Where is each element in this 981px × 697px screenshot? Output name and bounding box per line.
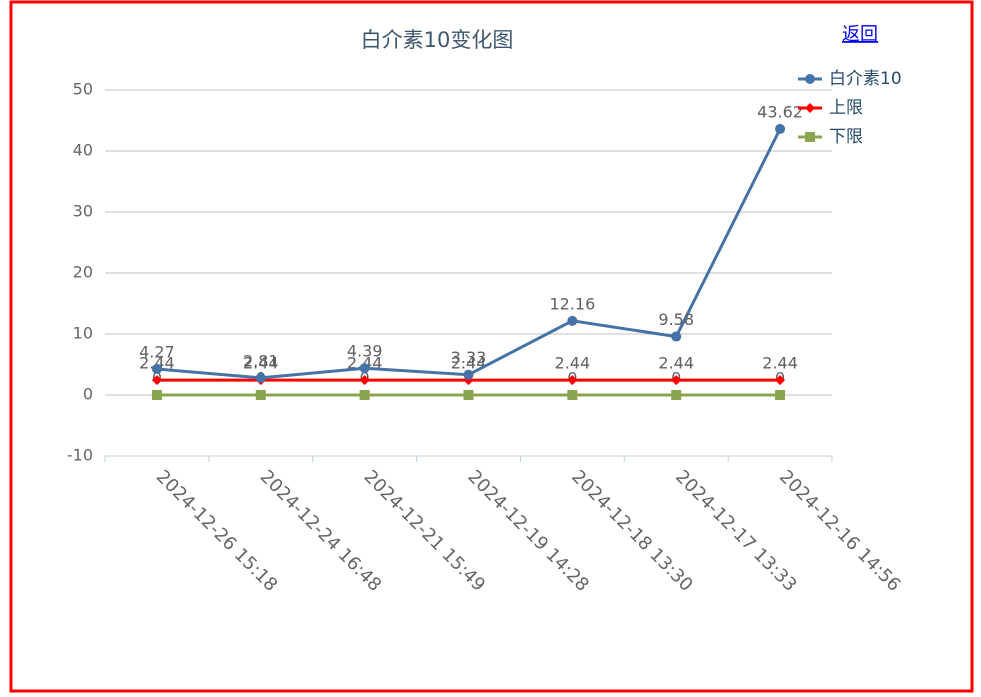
data-label: 2.44 xyxy=(658,354,694,373)
y-tick-label: 20 xyxy=(73,263,93,282)
point xyxy=(671,331,682,342)
y-tick-label: 50 xyxy=(73,80,93,99)
data-label: 2.44 xyxy=(139,354,175,373)
data-label: 3.33 xyxy=(451,348,487,367)
point xyxy=(255,390,266,400)
data-label: 2.44 xyxy=(555,354,591,373)
y-tick-label: 10 xyxy=(73,324,93,343)
point xyxy=(463,390,474,400)
data-label: 2.44 xyxy=(451,354,487,373)
point xyxy=(775,390,786,400)
data-label: 2.81 xyxy=(243,351,279,370)
data-label: 4.39 xyxy=(347,342,383,361)
legend-label[interactable]: 上限 xyxy=(829,98,863,118)
point xyxy=(805,103,815,113)
point xyxy=(359,375,370,386)
point xyxy=(151,390,162,400)
legend-label[interactable]: 白介素10 xyxy=(829,69,902,89)
data-label: 2.44 xyxy=(762,354,798,373)
point xyxy=(775,375,786,386)
chart-title: 白介素10变化图 xyxy=(361,28,514,52)
data-label: 43.62 xyxy=(757,102,803,121)
point xyxy=(671,375,682,386)
point xyxy=(567,375,578,386)
data-label: 9.58 xyxy=(658,310,694,329)
data-label: 4.27 xyxy=(139,342,175,361)
point xyxy=(805,132,815,142)
y-tick-label: -10 xyxy=(67,446,93,465)
frame-border xyxy=(9,0,974,693)
data-label: 12.16 xyxy=(549,294,595,313)
point xyxy=(567,390,578,400)
point xyxy=(151,363,162,374)
back-link[interactable]: 返回 xyxy=(842,24,878,45)
legend-label[interactable]: 下限 xyxy=(829,127,863,147)
y-tick-label: 0 xyxy=(83,385,93,404)
point xyxy=(463,369,474,380)
point xyxy=(775,123,786,134)
y-tick-label: 30 xyxy=(73,202,93,221)
point xyxy=(151,375,162,386)
point xyxy=(567,315,578,326)
point xyxy=(359,363,370,374)
data-label: 2.44 xyxy=(243,354,279,373)
point xyxy=(255,372,266,383)
point xyxy=(359,390,370,400)
y-tick-label: 40 xyxy=(73,141,93,160)
point xyxy=(805,74,815,84)
point xyxy=(671,390,682,400)
